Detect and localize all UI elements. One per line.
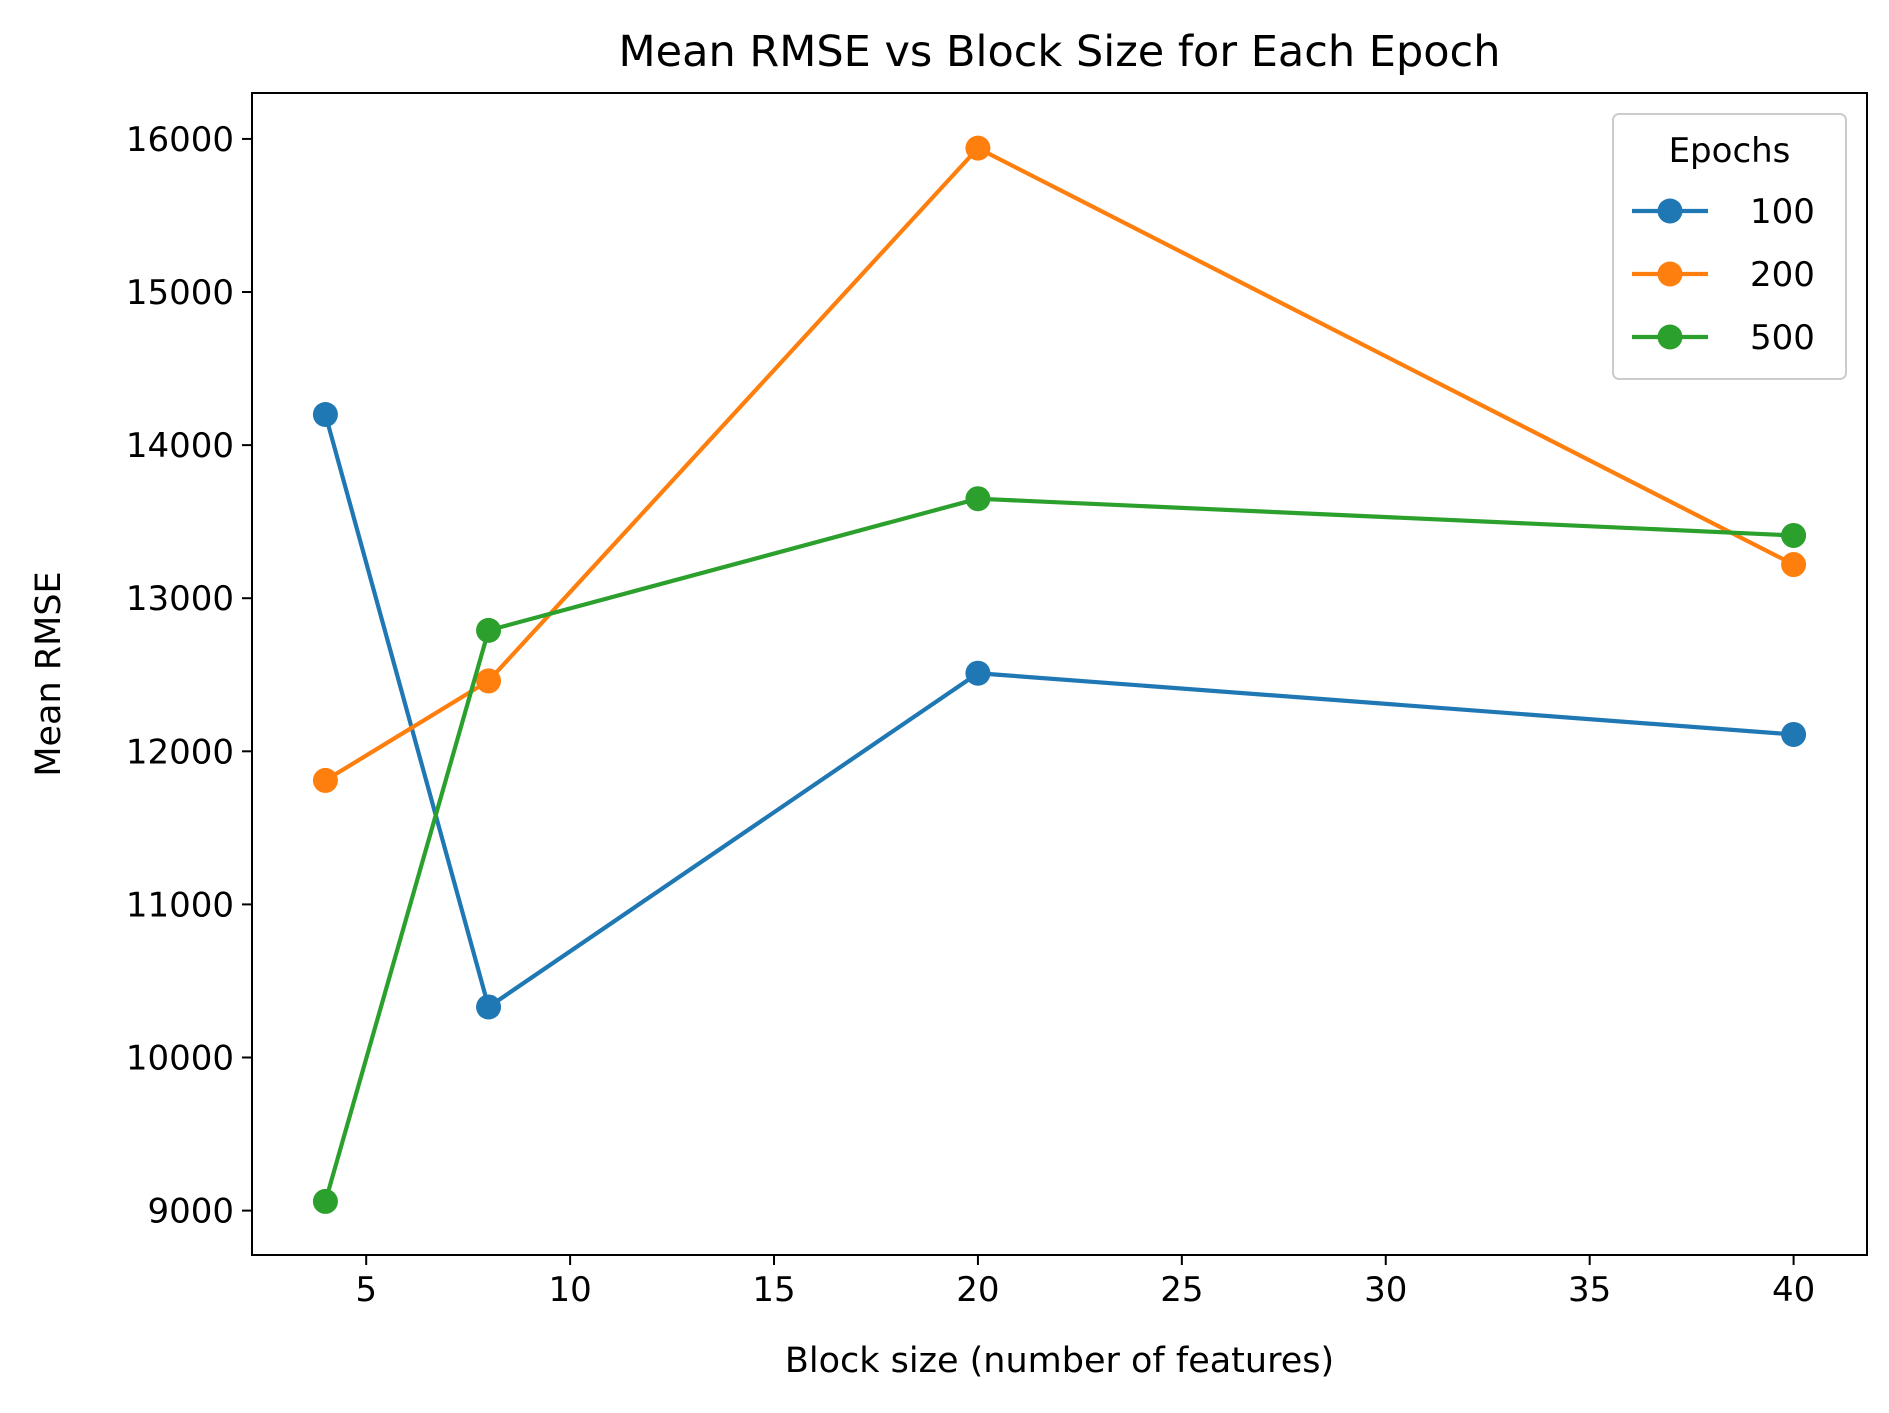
plot-area bbox=[251, 92, 1868, 1256]
data-point bbox=[312, 1188, 338, 1214]
series-line bbox=[322, 411, 1796, 1010]
x-tick-label: 40 bbox=[1772, 1270, 1815, 1310]
legend-label: 200 bbox=[1750, 255, 1815, 295]
series-line bbox=[322, 146, 1797, 784]
data-point bbox=[965, 660, 991, 686]
data-point bbox=[476, 617, 502, 643]
legend-item-500: 500 bbox=[1632, 318, 1815, 358]
legend-marker bbox=[1657, 198, 1683, 224]
x-tick-label: 20 bbox=[956, 1270, 999, 1310]
x-tick-label: 15 bbox=[752, 1270, 795, 1310]
data-point bbox=[476, 668, 502, 694]
series-200 bbox=[312, 135, 1807, 793]
series-100 bbox=[312, 402, 1807, 1020]
x-tick-label: 30 bbox=[1364, 1270, 1407, 1310]
legend-marker bbox=[1657, 324, 1683, 350]
x-tick-label: 5 bbox=[355, 1270, 377, 1310]
y-tick-label: 13000 bbox=[126, 579, 234, 619]
y-axis: 9000 10000 11000 12000 13000 14000 15000 16000 bbox=[126, 120, 252, 1232]
legend-title: Epochs bbox=[1669, 131, 1791, 171]
legend-box bbox=[1612, 113, 1847, 380]
data-point bbox=[312, 402, 338, 428]
y-tick-label: 16000 bbox=[126, 120, 234, 160]
x-tick-label: 35 bbox=[1568, 1270, 1611, 1310]
legend-label: 100 bbox=[1750, 192, 1815, 232]
legend-item-100: 100 bbox=[1632, 192, 1815, 232]
chart-title: Mean RMSE vs Block Size for Each Epoch bbox=[619, 27, 1501, 77]
data-point bbox=[1781, 522, 1807, 548]
data-point bbox=[312, 767, 338, 793]
x-tick-label: 10 bbox=[548, 1270, 591, 1310]
data-point bbox=[1781, 552, 1807, 578]
legend-items: 100 200 500 bbox=[1632, 192, 1815, 358]
series-line bbox=[322, 496, 1796, 1205]
x-tick-label: 25 bbox=[1160, 1270, 1203, 1310]
data-point bbox=[965, 135, 991, 161]
x-axis: 5 10 15 20 25 30 35 40 bbox=[355, 1255, 1815, 1310]
data-point bbox=[965, 486, 991, 512]
series-500 bbox=[312, 486, 1807, 1214]
plot-frame bbox=[251, 92, 1868, 1256]
data-point bbox=[1781, 721, 1807, 747]
legend-label: 500 bbox=[1750, 318, 1815, 358]
y-tick-label: 12000 bbox=[126, 732, 234, 772]
y-tick-label: 9000 bbox=[147, 1192, 234, 1232]
data-point bbox=[476, 994, 502, 1020]
y-tick-label: 14000 bbox=[126, 426, 234, 466]
legend-item-200: 200 bbox=[1632, 255, 1815, 295]
y-tick-label: 15000 bbox=[126, 273, 234, 313]
y-tick-label: 11000 bbox=[126, 885, 234, 925]
legend-marker bbox=[1657, 261, 1683, 287]
y-tick-label: 10000 bbox=[126, 1039, 234, 1079]
y-axis-label: Mean RMSE bbox=[29, 571, 69, 776]
series-layer bbox=[312, 135, 1807, 1214]
x-axis-label: Block size (number of features) bbox=[785, 1341, 1334, 1381]
legend: Epochs 100 200 500 bbox=[1612, 113, 1847, 380]
